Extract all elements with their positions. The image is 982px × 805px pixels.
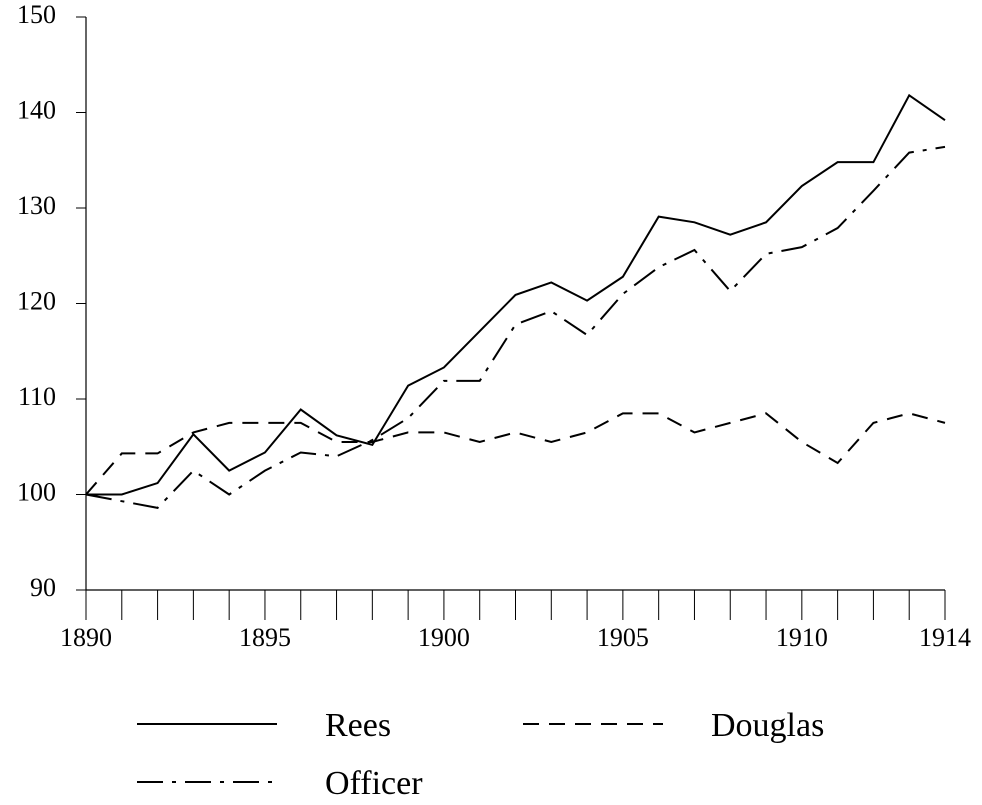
x-tick-label: 1890 — [60, 623, 112, 652]
y-tick-label: 100 — [17, 477, 56, 506]
x-tick-label: 1895 — [239, 623, 291, 652]
y-tick-label: 130 — [17, 191, 56, 220]
y-tick-label: 150 — [17, 0, 56, 29]
y-tick-label: 110 — [18, 382, 56, 411]
x-tick-label: 1900 — [418, 623, 470, 652]
legend-label: Officer — [325, 765, 423, 802]
y-tick-label: 90 — [30, 573, 56, 602]
series-line — [86, 93, 946, 496]
y-tick-label: 120 — [17, 286, 56, 315]
x-tick-label: 1905 — [597, 623, 649, 652]
y-tick-label: 140 — [17, 95, 56, 124]
x-tick-label: 1914 — [919, 623, 971, 652]
x-tick-label: 1910 — [776, 623, 828, 652]
legend-label: Rees — [325, 707, 391, 744]
series-line — [85, 412, 946, 496]
series-line — [85, 145, 946, 509]
legend-label: Douglas — [711, 707, 824, 744]
